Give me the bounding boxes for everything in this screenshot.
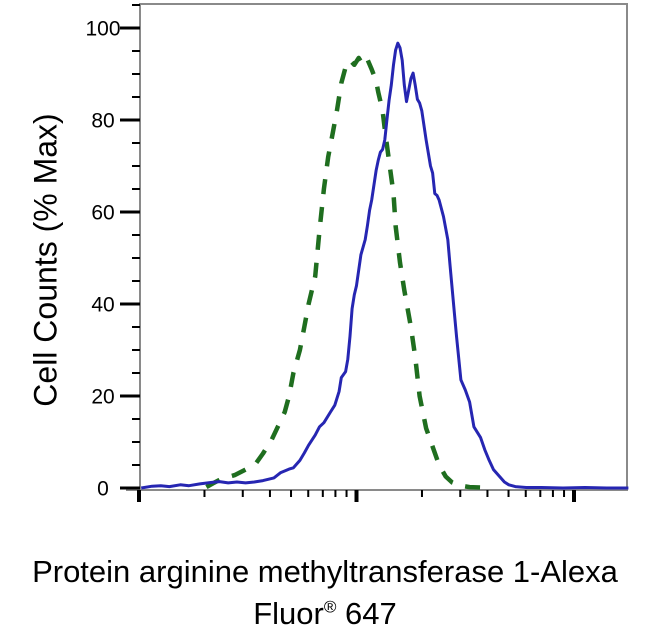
x-axis-major-tick [572, 490, 576, 502]
y-axis-major-tick [120, 486, 140, 490]
x-axis-title-line1: Protein arginine methyltransferase 1-Ale… [32, 554, 618, 589]
x-axis-minor-tick [307, 490, 310, 497]
y-axis-minor-tick [132, 73, 140, 75]
x-axis-minor-tick [345, 490, 348, 497]
x-axis-title-line2-number: 647 [336, 596, 397, 631]
x-axis-minor-tick [486, 490, 489, 497]
x-axis-minor-tick [268, 490, 271, 497]
y-axis-minor-tick [132, 441, 140, 443]
x-axis-minor-tick [334, 490, 337, 497]
y-axis-minor-tick [132, 464, 140, 466]
x-axis-minor-tick [551, 490, 554, 497]
y-axis-tick-label: 60 [91, 202, 114, 225]
y-axis-minor-tick [132, 4, 140, 6]
blue-solid-stained-curve [140, 41, 629, 490]
y-axis-minor-tick [132, 188, 140, 190]
x-axis-minor-tick [524, 490, 527, 497]
x-axis-major-tick [354, 490, 359, 502]
x-axis-minor-tick [321, 490, 324, 497]
y-axis-tick-label: 20 [91, 386, 114, 409]
y-axis-minor-tick [132, 165, 140, 167]
y-axis-tick-label: 0 [97, 478, 109, 501]
y-axis-minor-tick [132, 50, 140, 52]
y-axis-minor-tick [132, 349, 140, 351]
x-axis-minor-tick [203, 490, 206, 497]
y-axis-minor-tick [132, 372, 140, 374]
y-axis-major-tick [120, 394, 140, 398]
registered-trademark-symbol: ® [323, 597, 337, 617]
y-axis-title: Cell Counts (% Max) [27, 113, 64, 407]
x-axis-minor-tick [507, 490, 510, 497]
x-axis-title: Protein arginine methyltransferase 1-Ale… [0, 551, 650, 634]
y-axis-minor-tick [132, 142, 140, 144]
x-axis-major-tick [137, 490, 141, 502]
y-axis-tick-label: 100 [85, 18, 120, 41]
y-axis-tick-label: 40 [91, 294, 114, 317]
x-axis-minor-tick [241, 490, 244, 497]
x-axis-title-line2: Fluor® 647 [0, 593, 650, 634]
y-axis-minor-tick [132, 96, 140, 98]
y-axis-major-tick [120, 210, 140, 214]
x-axis-minor-tick [563, 490, 566, 497]
y-axis-minor-tick [132, 257, 140, 259]
x-axis-minor-tick [420, 490, 423, 497]
x-axis-title-line2-text: Fluor [253, 596, 324, 631]
x-axis-minor-tick [290, 490, 293, 497]
y-axis-major-tick [120, 26, 140, 30]
y-axis-minor-tick [132, 234, 140, 236]
y-axis-major-tick [120, 118, 140, 122]
y-axis-minor-tick [132, 418, 140, 420]
x-axis-minor-tick [539, 490, 542, 497]
x-axis-minor-tick [459, 490, 462, 497]
green-dashed-control-curve [205, 55, 481, 490]
y-axis-tick-label: 80 [91, 110, 114, 133]
y-axis-minor-tick [132, 280, 140, 282]
y-axis-minor-tick [132, 326, 140, 328]
y-axis-major-tick [120, 302, 140, 306]
